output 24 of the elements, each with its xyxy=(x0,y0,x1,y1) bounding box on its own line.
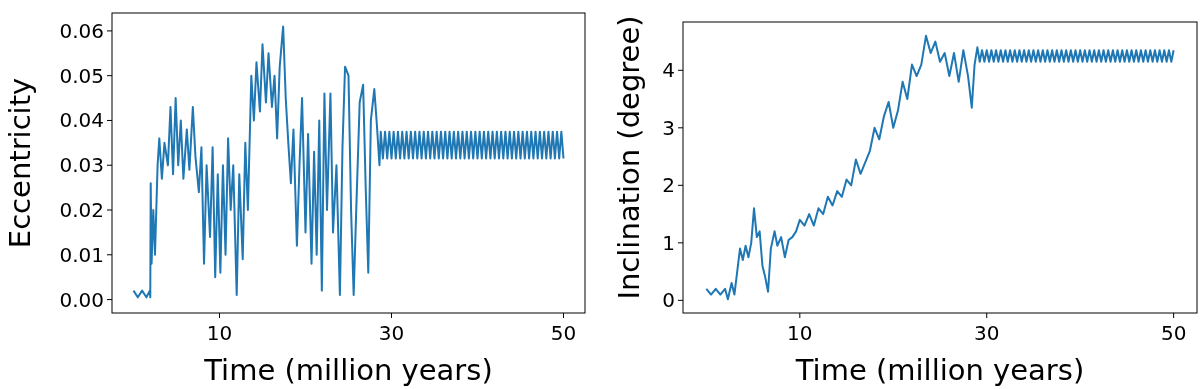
y-axis-title: Eccentricity xyxy=(3,77,37,249)
y-tick-label: 0.05 xyxy=(59,63,104,88)
y-tick-label: 0.04 xyxy=(59,108,104,133)
x-tick-label: 10 xyxy=(787,321,813,345)
x-axis-title: Time (million years) xyxy=(794,353,1085,387)
y-tick-label: 0.01 xyxy=(59,242,104,267)
x-tick-label: 50 xyxy=(1160,321,1187,345)
y-tick-label: 4 xyxy=(662,58,675,83)
line-series xyxy=(705,34,1175,301)
x-axis-title: Time (million years) xyxy=(203,353,493,387)
y-tick-label: 0.00 xyxy=(59,287,104,312)
x-tick-label: 30 xyxy=(974,321,1000,345)
y-axis-title: Inclination (degree) xyxy=(612,15,646,300)
line-series xyxy=(132,25,565,299)
y-tick-label: 0.06 xyxy=(59,18,104,43)
x-tick-label: 50 xyxy=(550,321,577,345)
y-tick-label: 3 xyxy=(662,115,675,140)
y-tick-label: 2 xyxy=(662,173,675,198)
x-tick-label: 30 xyxy=(378,321,405,345)
y-tick-label: 0.02 xyxy=(59,198,104,223)
y-tick-label: 0 xyxy=(662,288,675,313)
y-tick-label: 1 xyxy=(662,230,675,255)
y-tick-label: 0.03 xyxy=(59,153,104,178)
x-tick-label: 10 xyxy=(206,321,233,345)
